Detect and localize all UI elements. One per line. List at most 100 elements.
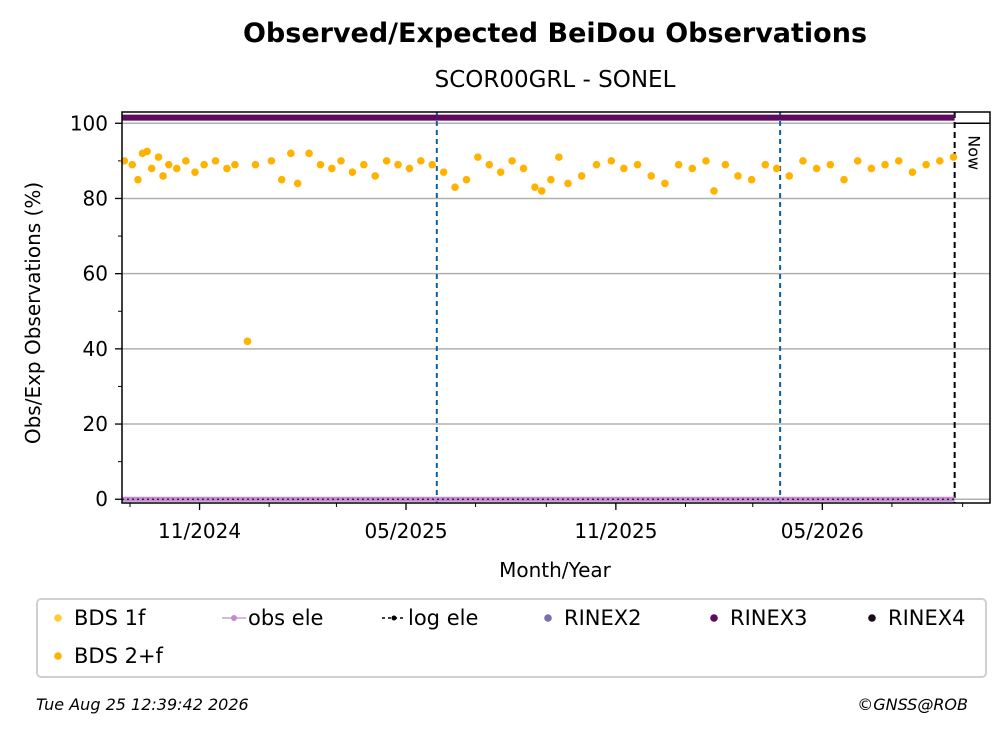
bds-2f-point-51: [620, 164, 628, 173]
bds-2f-point-42: [519, 164, 528, 173]
bds-2f-point-60: [734, 172, 742, 180]
bds-2f-point-48: [577, 172, 586, 180]
bds-2f-point-54: [661, 179, 669, 188]
bds-2f-point-44: [537, 187, 546, 195]
bds-2f-point-65: [799, 157, 807, 165]
bds-2f-point-57: [702, 157, 710, 165]
bds-2f-point-61: [747, 175, 756, 184]
bds-2f-point-17: [243, 337, 252, 346]
legend-marker-dot-log-ele: [391, 615, 397, 621]
bds-2f-point-76: [949, 153, 958, 161]
legend-label-obs-ele: obs ele: [248, 606, 323, 630]
bds-2f-point-50: [607, 157, 616, 165]
x-tick-label-11/2025: 11/2025: [574, 519, 657, 543]
legend-marker-rinex3: [710, 614, 718, 622]
bds-2f-point-29: [371, 172, 380, 180]
bds-2f-point-39: [485, 160, 494, 169]
bds-2f-point-25: [328, 164, 336, 173]
legend-marker-dot-obs-ele: [231, 615, 237, 621]
bds-2f-point-22: [293, 179, 302, 188]
bds-2f-point-31: [394, 160, 402, 169]
bds-2f-point-70: [867, 164, 876, 173]
bds-2f-point-41: [508, 157, 516, 165]
bds-2f-point-11: [182, 157, 190, 165]
y-tick-label-100: 100: [70, 111, 108, 135]
bds-2f-point-49: [592, 160, 601, 169]
x-axis-label: Month/Year: [499, 558, 612, 582]
bds-2f-point-8: [159, 172, 167, 180]
bds-2f-point-45: [547, 175, 555, 184]
bds-2f-point-14: [211, 157, 220, 165]
x-tick-label-11/2024: 11/2024: [158, 519, 241, 543]
bds-2f-point-15: [223, 164, 231, 173]
legend-label-rinex3: RINEX3: [730, 606, 808, 630]
chart-subtitle: SCOR00GRL - SONEL: [435, 67, 676, 93]
bds-2f-point-26: [337, 157, 345, 165]
y-tick-label-60: 60: [83, 262, 108, 286]
y-tick-label-80: 80: [83, 186, 108, 210]
bds-2f-point-28: [360, 160, 368, 169]
bds-2f-point-13: [200, 160, 208, 169]
bds-2f-point-52: [633, 160, 642, 169]
bds-2f-point-20: [277, 175, 286, 184]
bds-2f-point-16: [231, 160, 239, 169]
bds-2f-point-47: [564, 179, 572, 188]
bds-2f-point-6: [147, 164, 156, 173]
bds-2f-point-56: [688, 164, 697, 173]
bds-2f-point-40: [496, 168, 505, 176]
y-tick-label-40: 40: [83, 337, 108, 361]
bds-2f-point-72: [894, 157, 903, 165]
bds-2f-point-34: [428, 160, 437, 169]
legend-box: [36, 598, 987, 678]
bds-2f-point-12: [191, 168, 199, 176]
bds-2f-point-37: [462, 175, 471, 184]
bds-2f-point-24: [316, 160, 325, 169]
bds-2f-point-2: [128, 160, 137, 169]
bds-2f-point-36: [451, 183, 459, 191]
plot-frame: [121, 111, 991, 504]
bds-2f-point-66: [812, 164, 821, 173]
x-tick-label-05/2025: 05/2025: [364, 519, 447, 543]
footer-timestamp: Tue Aug 25 12:39:42 2026: [36, 695, 249, 714]
bds-2f-point-23: [305, 149, 313, 158]
bds-2f-point-55: [674, 160, 683, 169]
legend: BDS 1f obs ele log ele RINEX2 RINEX3 RINEX4 BD…: [36, 598, 987, 678]
bds-2f-point-35: [439, 168, 448, 176]
legend-marker-rinex4: [868, 614, 876, 622]
bds-2f-point-53: [647, 172, 656, 180]
legend-marker-rinex2: [544, 614, 552, 622]
bds-2f-point-18: [251, 160, 260, 169]
bds-2f-point-59: [721, 160, 730, 169]
chart-title: Observed/Expected BeiDou Observations: [243, 18, 867, 49]
bds-2f-point-58: [710, 187, 718, 195]
bds-2f-point-73: [908, 168, 917, 176]
bds-2f-point-69: [853, 157, 862, 165]
bds-2f-point-21: [287, 149, 295, 158]
bds-2f-point-68: [840, 175, 848, 184]
bds-2f-point-19: [267, 157, 276, 165]
bds-2f-point-63: [772, 164, 781, 173]
x-tick-label-05/2026: 05/2026: [781, 519, 864, 543]
bds-2f-point-43: [531, 183, 539, 191]
legend-marker-bds-1f: [54, 614, 62, 622]
bds-2f-point-74: [922, 160, 930, 169]
bds-2f-point-71: [881, 160, 889, 169]
bds-2f-point-75: [936, 157, 944, 165]
bds-2f-point-7: [154, 153, 163, 161]
legend-label-rinex4: RINEX4: [888, 606, 966, 630]
plot-area: 0 20 40 60 80 100 11/2024 05/2025 11/2025 05/2026…: [70, 111, 991, 543]
y-tick-label-20: 20: [83, 412, 108, 436]
legend-label-log-ele: log ele: [408, 606, 478, 630]
bds-2f-point-9: [164, 160, 173, 169]
bds-2f-point-5: [143, 147, 151, 156]
legend-marker-bds-2-f: [54, 652, 62, 660]
bds-2f-point-10: [172, 164, 181, 173]
bds-2f-point-27: [348, 168, 357, 176]
bds-2f-point-64: [785, 172, 794, 180]
legend-label-bds-1f: BDS 1f: [74, 606, 146, 630]
bds-2f-point-62: [761, 160, 770, 169]
now-label: Now: [965, 135, 984, 170]
y-axis-label: Obs/Exp Observations (%): [21, 182, 45, 444]
bds-2f-point-3: [134, 175, 142, 184]
